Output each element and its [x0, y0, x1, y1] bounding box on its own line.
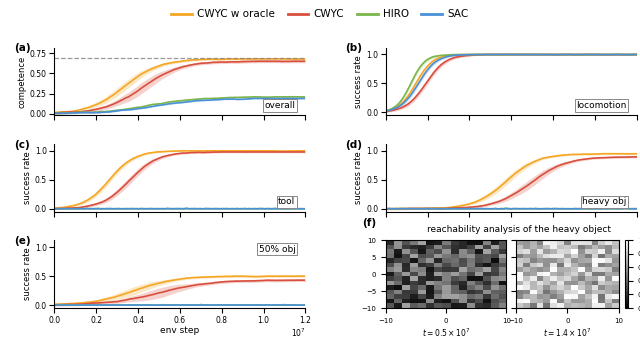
Text: tool: tool — [278, 197, 296, 206]
X-axis label: $t = 1.4 \times 10^7$: $t = 1.4 \times 10^7$ — [543, 327, 592, 339]
X-axis label: $t = 0.5 \times 10^7$: $t = 0.5 \times 10^7$ — [422, 327, 470, 339]
Title: reachability analysis of the heavy object: reachability analysis of the heavy objec… — [426, 225, 611, 234]
Text: (f): (f) — [362, 219, 376, 228]
Y-axis label: success rate: success rate — [23, 151, 32, 204]
Text: heavy obj: heavy obj — [582, 197, 627, 206]
Text: $10^7$: $10^7$ — [291, 327, 305, 339]
Legend: CWYC w oracle, CWYC, HIRO, SAC: CWYC w oracle, CWYC, HIRO, SAC — [167, 5, 473, 24]
Text: overall: overall — [264, 101, 296, 110]
Text: (b): (b) — [346, 43, 363, 54]
X-axis label: env step: env step — [160, 326, 200, 335]
Text: (e): (e) — [14, 236, 31, 246]
Text: (c): (c) — [14, 140, 30, 150]
Text: (d): (d) — [346, 140, 363, 150]
Y-axis label: success rate: success rate — [23, 248, 32, 301]
Y-axis label: competence: competence — [18, 55, 27, 108]
Text: 50% obj: 50% obj — [259, 245, 296, 254]
Y-axis label: success rate: success rate — [354, 151, 364, 204]
Text: (a): (a) — [14, 43, 31, 54]
Y-axis label: success rate: success rate — [354, 55, 364, 108]
Text: locomotion: locomotion — [577, 101, 627, 110]
